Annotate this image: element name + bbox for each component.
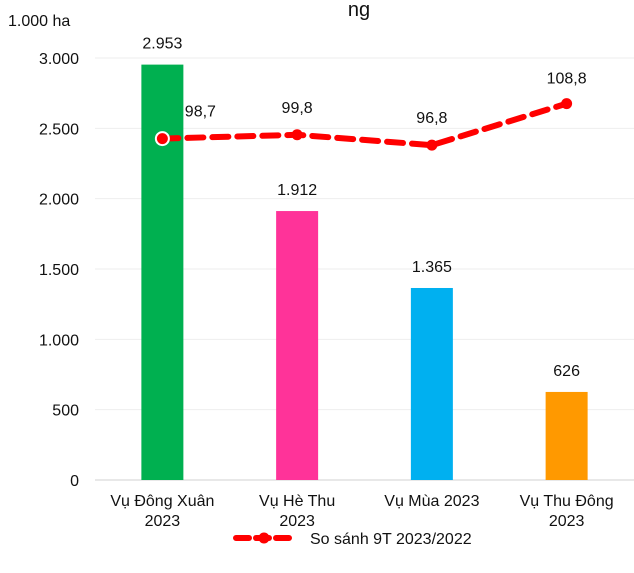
line-point-marker [426,139,438,151]
x-category-label-line: Vụ Mùa 2023 [384,493,479,510]
y-tick-label: 0 [70,473,79,490]
y-axis-unit-label: 1.000 ha [8,13,70,30]
bar-value-label: 2.953 [142,36,182,53]
x-category-label-line: Vụ Đông Xuân [110,493,214,510]
bar-series [141,64,588,481]
y-tick-label: 1.000 [39,332,79,349]
bar-value-label: 1.912 [277,182,317,199]
y-tick-label: 2.500 [39,121,79,138]
line-point-marker [561,98,573,110]
comparison-line-series [154,98,573,151]
bar-value-label: 1.365 [412,259,452,276]
chart-title: ng [348,0,370,21]
x-axis-category-labels: Vụ Đông Xuân 2023 Vụ Hè Thu 2023 Vụ Mùa 2023… [110,493,613,530]
bar-value-label: 626 [553,363,580,380]
bar [545,391,588,480]
line-value-label: 99,8 [282,100,313,117]
bar [141,64,184,481]
y-tick-label: 500 [52,403,79,420]
x-category-label: Vụ Đông Xuân 2023 [110,493,214,530]
legend-marker-sample [258,532,270,544]
x-category-label: Vụ Mùa 2023 [384,493,479,510]
x-category-label-line: 2023 [279,513,315,530]
line-point-marker [154,131,170,147]
y-tick-label: 2.000 [39,192,79,209]
line-data-labels: 98,7 99,8 96,8 108,8 [185,71,587,128]
x-category-label-line: Vụ Hè Thu [259,493,335,510]
legend: So sánh 9T 2023/2022 [233,531,472,548]
y-tick-label: 3.000 [39,51,79,68]
line-point-marker [291,129,303,141]
x-category-label-line: 2023 [145,513,181,530]
x-category-label-line: Vụ Thu Đông [520,493,614,510]
bar [410,287,453,480]
x-category-label: Vụ Hè Thu 2023 [259,493,335,530]
line-value-label: 96,8 [416,110,447,127]
bar [276,211,319,480]
line-value-label: 108,8 [547,71,587,88]
x-category-label-line: 2023 [549,513,585,530]
line-value-label: 98,7 [185,104,216,121]
legend-label-line-series: So sánh 9T 2023/2022 [310,531,472,548]
bar-data-labels: 2.953 1.912 1.365 626 [142,36,580,380]
y-axis-ticks: 0 500 1.000 1.500 2.000 2.500 3.000 [39,51,79,490]
y-tick-label: 1.500 [39,262,79,279]
x-category-label: Vụ Thu Đông 2023 [520,493,614,530]
comparison-line [159,100,570,149]
grid-lines [95,57,634,481]
